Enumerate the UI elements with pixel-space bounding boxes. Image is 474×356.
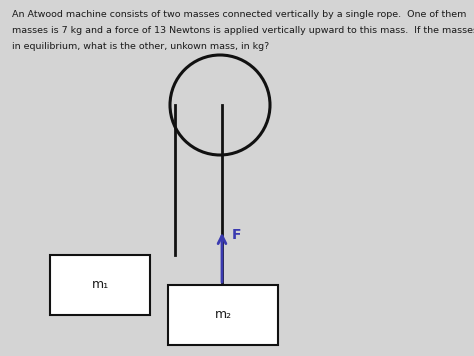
Text: m₂: m₂ — [214, 309, 232, 321]
Text: m₁: m₁ — [91, 278, 109, 292]
Bar — [168, 285, 278, 345]
Bar — [50, 255, 150, 315]
Text: F: F — [232, 228, 241, 242]
Text: masses is 7 kg and a force of 13 Newtons is applied vertically upward to this ma: masses is 7 kg and a force of 13 Newtons… — [12, 26, 474, 35]
Text: An Atwood machine consists of two masses connected vertically by a single rope. : An Atwood machine consists of two masses… — [12, 10, 466, 19]
Text: in equilibrium, what is the other, unkown mass, in kg?: in equilibrium, what is the other, unkow… — [12, 42, 269, 51]
